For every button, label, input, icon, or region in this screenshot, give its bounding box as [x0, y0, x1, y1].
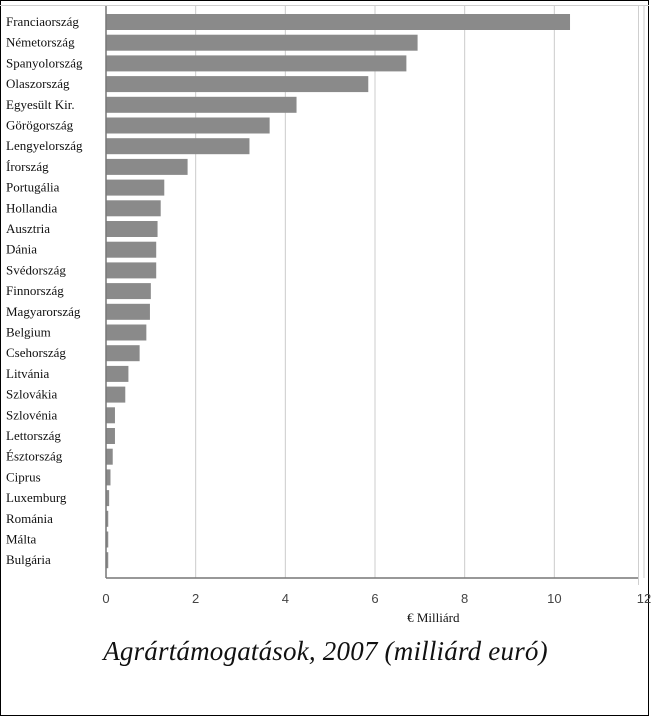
category-label: Ausztria	[6, 221, 50, 236]
bar	[106, 179, 165, 196]
bar	[106, 283, 151, 300]
category-label: Lettország	[6, 428, 61, 443]
category-label: Németország	[6, 35, 75, 50]
bar	[106, 531, 109, 548]
bar	[106, 158, 188, 175]
x-tick-label: 0	[102, 591, 109, 606]
x-tick-label: 8	[461, 591, 468, 606]
category-label: Málta	[6, 532, 37, 547]
x-tick-label: 12	[637, 591, 651, 606]
bar	[106, 55, 407, 72]
category-label: Szlovénia	[6, 407, 57, 422]
bar	[106, 200, 161, 217]
category-label: Írország	[6, 159, 49, 174]
category-label: Görögország	[6, 118, 74, 133]
category-label: Finnország	[6, 283, 64, 298]
bar	[106, 221, 158, 237]
bar	[106, 365, 129, 382]
category-label: Románia	[6, 511, 53, 526]
bar-chart: Franciaország Németország Spanyolország Ola…	[6, 6, 651, 625]
x-tick-label: 4	[282, 591, 289, 606]
x-axis-title: € Milliárd	[407, 610, 460, 625]
chart-right-border	[638, 5, 639, 585]
bar	[106, 117, 270, 134]
bar	[106, 386, 126, 403]
figure-caption: Agrártámogatások, 2007 (milliárd euró)	[103, 636, 548, 666]
category-label: Lengyelország	[6, 138, 83, 153]
bar	[106, 345, 140, 362]
bar	[106, 138, 250, 155]
category-label: Egyesült Kir.	[6, 97, 75, 112]
bar	[106, 96, 297, 113]
category-label: Luxemburg	[6, 490, 67, 505]
category-label: Észtország	[6, 449, 63, 464]
category-label: Belgium	[6, 325, 51, 340]
bar	[106, 510, 109, 527]
x-axis: 0 2 4 6 8 10 12	[102, 6, 651, 606]
bar	[106, 448, 113, 465]
bar	[106, 324, 147, 341]
category-label: Olaszország	[6, 76, 70, 91]
x-tick-label: 10	[547, 591, 561, 606]
category-label: Magyarország	[6, 304, 81, 319]
category-label: Svédország	[6, 262, 66, 277]
x-tick-label: 6	[371, 591, 378, 606]
bar	[106, 428, 115, 444]
bar	[106, 552, 109, 569]
category-labels: Franciaország Németország Spanyolország Ola…	[6, 14, 83, 567]
category-label: Bulgária	[6, 552, 51, 567]
bar	[106, 262, 157, 279]
bars	[106, 14, 571, 569]
category-label: Dánia	[6, 242, 37, 257]
bar	[106, 76, 369, 93]
category-label: Ciprus	[6, 469, 41, 484]
bar	[106, 490, 110, 507]
category-label: Csehország	[6, 345, 66, 360]
category-label: Portugália	[6, 180, 60, 195]
category-label: Franciaország	[6, 14, 79, 29]
category-label: Spanyolország	[6, 55, 83, 70]
x-tick-label: 2	[192, 591, 199, 606]
bar	[106, 241, 157, 258]
bar	[106, 407, 115, 424]
category-label: Litvánia	[6, 366, 50, 381]
chart-top-border	[0, 5, 649, 6]
bar	[106, 34, 418, 51]
bar	[106, 303, 150, 320]
bar	[106, 14, 571, 30]
bar	[106, 469, 111, 486]
category-label: Hollandia	[6, 200, 57, 215]
category-label: Szlovákia	[6, 387, 57, 402]
